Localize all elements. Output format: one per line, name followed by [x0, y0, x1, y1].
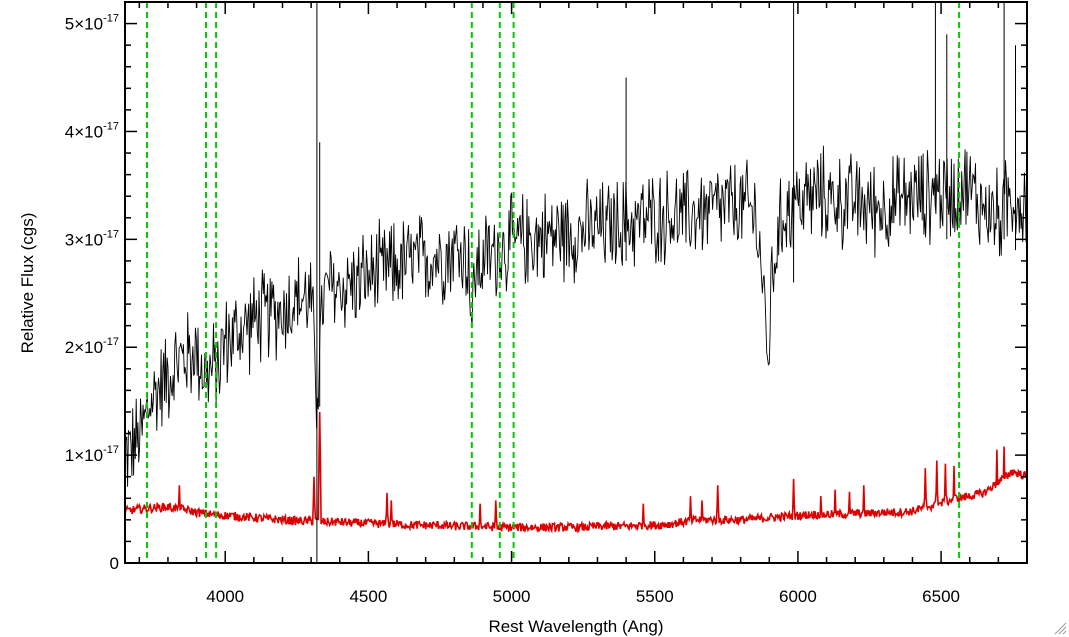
y-tick-label: 3×10-17 — [65, 228, 119, 249]
y-axis-title: Relative Flux (cgs) — [18, 213, 37, 354]
tick-labels-layer: 4000 4500 5000 5500 6000 6500 0 1×10-17 2×10-17 3… — [65, 13, 960, 606]
series-1-line — [125, 411, 1027, 534]
x-tick-label: 5500 — [636, 587, 674, 606]
y-tick-label: 1×10-17 — [65, 444, 119, 465]
y-tick-label: 2×10-17 — [65, 336, 119, 357]
axes-layer — [124, 1, 1028, 564]
x-tick-label: 4000 — [206, 587, 244, 606]
x-tick-label: 5000 — [493, 587, 531, 606]
series-0-line — [125, 145, 1027, 487]
plot-frame — [124, 1, 1028, 564]
x-tick-label: 4500 — [349, 587, 387, 606]
x-axis-title: Rest Wavelength (Ang) — [488, 617, 663, 636]
reference-lines-layer — [146, 2, 961, 563]
y-tick-label: 5×10-17 — [65, 13, 119, 34]
y-tick-label: 4×10-17 — [65, 120, 119, 141]
y-tick-label: 0 — [110, 554, 119, 573]
resize-grip-icon[interactable] — [1053, 621, 1067, 635]
series-layer — [125, 2, 1027, 563]
x-tick-label: 6000 — [779, 587, 817, 606]
x-tick-label: 6500 — [922, 587, 960, 606]
